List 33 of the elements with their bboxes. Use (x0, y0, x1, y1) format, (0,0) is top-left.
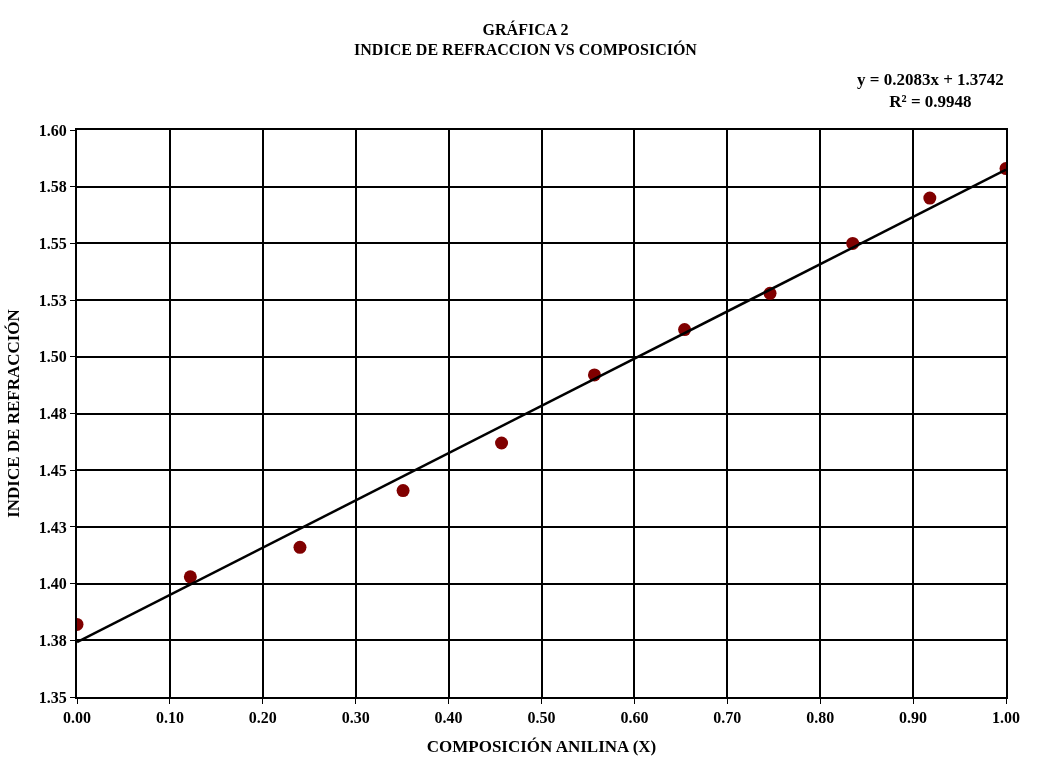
x-tick-label: 0.40 (434, 709, 463, 727)
y-tick-label: 1.40 (38, 575, 67, 593)
y-tick-label: 1.50 (38, 348, 67, 366)
x-tick-label: 0.70 (713, 709, 742, 727)
y-tick-label: 1.35 (38, 688, 67, 706)
chart-subtitle: INDICE DE REFRACCION VS COMPOSICIÓN (354, 40, 698, 59)
x-tick-label: 0.90 (899, 709, 928, 727)
x-tick-label: 0.50 (527, 709, 556, 727)
y-tick-label: 1.53 (38, 291, 67, 309)
y-tick-label: 1.38 (38, 631, 67, 649)
x-tick-label: 0.30 (341, 709, 370, 727)
point (923, 191, 937, 205)
x-tick-label: 0.20 (248, 709, 277, 727)
x-tick-label: 1.00 (992, 709, 1020, 727)
text: y = 0.2083x + 1.3742 (857, 70, 1004, 89)
x-axis-title: COMPOSICIÓN ANILINA (X) (426, 737, 657, 757)
y-tick-label: 1.43 (38, 518, 67, 536)
y-tick-label: 1.60 (38, 121, 67, 139)
y-tick-label: 1.55 (38, 235, 67, 252)
y-tick-label: 1.45 (38, 461, 67, 479)
point (293, 540, 307, 554)
x-tick-label: 0.60 (620, 709, 649, 727)
point (495, 436, 509, 450)
point (396, 484, 410, 498)
y-tick-label: 1.58 (38, 178, 67, 196)
x-tick-label: 0.80 (806, 709, 835, 727)
x-tick-label: 0.00 (63, 709, 91, 727)
y-axis-title: INDICE DE REFRACCIÓN (3, 308, 23, 518)
chart-title: GRÁFICA 2 (482, 19, 569, 38)
point (183, 570, 197, 584)
y-tick-label: 1.48 (38, 405, 67, 423)
text: R² = 0.9948 (889, 92, 972, 112)
x-tick-label: 0.10 (155, 709, 184, 727)
